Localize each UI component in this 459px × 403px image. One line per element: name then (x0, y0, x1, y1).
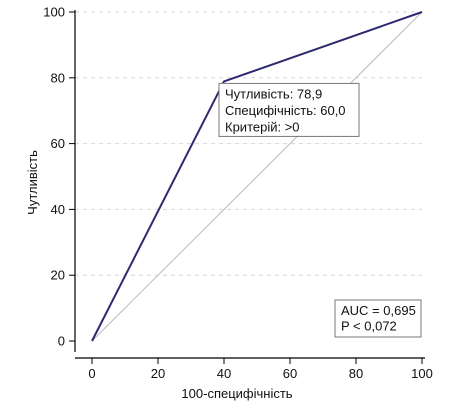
y-tick-label-60: 60 (51, 136, 65, 151)
axes (74, 10, 425, 359)
y-tick-label-100: 100 (43, 5, 65, 20)
auc-stats-line-1: AUC = 0,695 (341, 303, 416, 318)
x-tick-label-40: 40 (217, 366, 231, 381)
x-tick-label-0: 0 (88, 366, 95, 381)
x-axis-title: 100-специфічність (181, 386, 292, 401)
cutoff-annotation-frame (218, 82, 360, 137)
y-axis-ticks: 0 20 40 60 80 100 (43, 5, 75, 349)
x-tick-label-100: 100 (411, 366, 433, 381)
auc-stats-line-2: P < 0,072 (341, 319, 397, 334)
auc-stats-frame (334, 299, 422, 338)
x-tick-label-80: 80 (349, 366, 363, 381)
y-tick-label-20: 20 (51, 268, 65, 283)
x-tick-label-60: 60 (283, 366, 297, 381)
y-axis-title: Чутливість (25, 150, 40, 215)
x-tick-label-20: 20 (151, 366, 165, 381)
x-axis-ticks: 0 20 40 60 80 100 (88, 358, 433, 381)
reference-diagonal-line (91, 11, 423, 342)
grid-lines (75, 11, 422, 276)
cutoff-annotation-line-2: Специфічність: 60,0 (225, 103, 346, 118)
cutoff-annotation-line-1: Чутливість: 78,9 (225, 86, 322, 101)
y-tick-label-0: 0 (58, 334, 65, 349)
roc-curve-line (91, 11, 423, 342)
y-tick-label-40: 40 (51, 202, 65, 217)
y-tick-label-80: 80 (51, 70, 65, 85)
cutoff-annotation-line-3: Критерій: >0 (225, 119, 300, 134)
cutoff-annotation-box: Чутливість: 78,9 Специфічність: 60,0Крите… (218, 82, 360, 137)
